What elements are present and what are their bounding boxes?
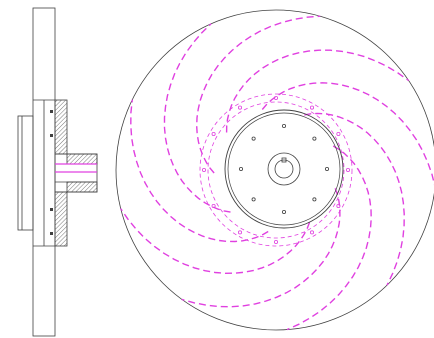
bolt-marks [50, 110, 53, 235]
shroud-ring-outer [199, 93, 353, 247]
hub-flange-bottom [54, 191, 68, 247]
hub-bolt-hole [312, 197, 317, 202]
shroud-holes [201, 96, 350, 244]
shroud-hole [237, 230, 242, 235]
hub-bolt-hole [238, 166, 243, 171]
hub-bolt-hole [312, 136, 317, 141]
shroud-hole [211, 203, 216, 208]
shroud-hole [309, 105, 314, 110]
hub-outer [224, 109, 344, 229]
hub-inner [227, 112, 341, 226]
hub-bolt-holes [238, 124, 329, 214]
blade [304, 112, 405, 286]
keyway [281, 157, 287, 163]
hub-bolt-hole [251, 136, 256, 141]
shroud-ring-inner [207, 101, 345, 239]
back-plate [17, 115, 34, 231]
blade [130, 99, 269, 243]
boss-outer [267, 152, 301, 186]
shroud-hole [336, 131, 341, 136]
hub-bolt-hole [281, 124, 286, 129]
blade [286, 145, 372, 331]
hub-flange-top [54, 99, 68, 155]
hub-boss-bottom [66, 181, 98, 193]
shroud-hole [237, 105, 242, 110]
shroud-hole [273, 96, 278, 101]
front-view [115, 9, 434, 331]
blade [261, 82, 434, 186]
blade [120, 208, 311, 275]
shroud-hole [309, 230, 314, 235]
bore-circle [274, 159, 294, 179]
shroud-hole [273, 239, 278, 244]
hub-boss-top [66, 153, 98, 165]
blade [195, 15, 321, 174]
side-section-view [17, 7, 98, 337]
blades [120, 15, 434, 331]
hub-bolt-hole [251, 197, 256, 202]
shroud-hole [336, 203, 341, 208]
hub-bolt-hole [281, 209, 286, 214]
outer-disc [115, 9, 434, 331]
blade [225, 49, 410, 133]
blade [163, 23, 231, 213]
hub-bolt-hole [324, 166, 329, 171]
shroud-hole [345, 167, 350, 172]
shroud-hole [211, 131, 216, 136]
shroud-hole [201, 167, 206, 172]
blade [181, 188, 341, 308]
